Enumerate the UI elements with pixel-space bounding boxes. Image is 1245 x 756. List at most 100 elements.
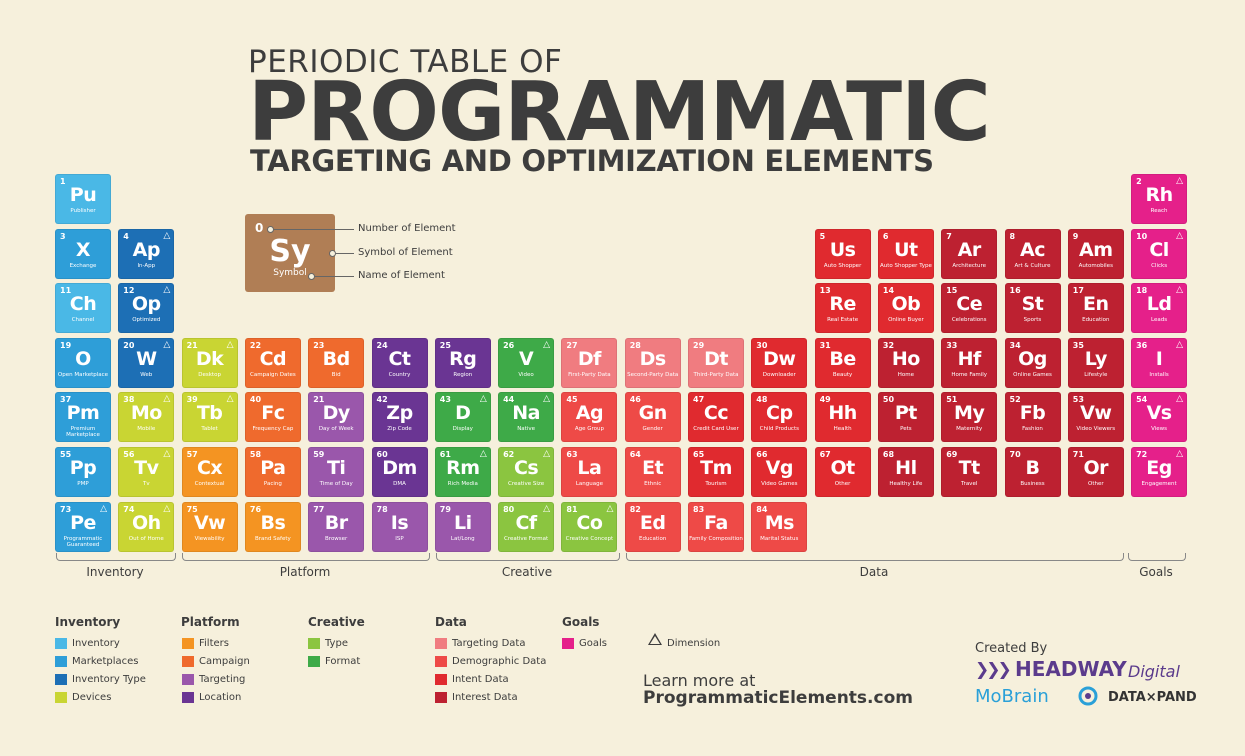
element-symbol: Ap <box>132 238 161 261</box>
brace-platform <box>182 553 430 561</box>
element-symbol: Co <box>576 511 603 534</box>
element-symbol: Dw <box>763 347 796 370</box>
brace-data <box>626 553 1124 561</box>
element-symbol: Ac <box>1020 238 1045 261</box>
element-name: Tourism <box>705 481 727 487</box>
element-number: 77 <box>313 504 325 514</box>
element-number: 8 <box>1009 231 1016 241</box>
element-name: Video Viewers <box>1076 426 1116 433</box>
element-name: Channel <box>71 317 95 324</box>
element-name: Pacing <box>263 481 282 487</box>
legend-swatch <box>182 638 194 649</box>
element-symbol: Cx <box>196 457 223 479</box>
element-tile: 25 Rg Region <box>434 337 491 388</box>
key-pointer-dot <box>267 226 274 233</box>
element-name: Automobiles <box>1078 262 1113 269</box>
element-number: 50 <box>882 395 895 405</box>
element-symbol: Vw <box>1080 402 1112 425</box>
element-tile: 38 Mo Mobile △ <box>118 392 175 443</box>
element-tile: 20 W Web △ <box>118 337 175 388</box>
element-symbol: Vg <box>765 457 794 479</box>
element-number: 21 <box>186 340 198 350</box>
element-symbol: Dt <box>704 347 728 370</box>
element-name: Country <box>388 371 411 378</box>
dimension-icon: △ <box>163 394 171 405</box>
element-tile: 8 Ac Art & Culture <box>1004 228 1061 279</box>
element-number: 6 <box>882 231 889 241</box>
website-link[interactable]: ProgrammaticElements.com <box>643 688 913 708</box>
element-number: 74 <box>123 504 135 514</box>
element-symbol: Br <box>324 511 348 534</box>
element-symbol: Eg <box>1146 457 1172 479</box>
element-symbol: Hf <box>957 347 982 370</box>
legend-swatch <box>435 638 447 649</box>
element-number: 58 <box>249 450 262 459</box>
group-label-platform: Platform <box>279 565 331 579</box>
element-name: Art & Culture <box>1014 262 1051 269</box>
element-name: Contextual <box>194 481 225 487</box>
element-number: 53 <box>1072 395 1084 405</box>
element-symbol: Am <box>1079 238 1113 261</box>
element-tile: 44 Na Native △ <box>498 392 555 443</box>
group-label-inventory: Inventory <box>86 565 144 579</box>
legend-swatch <box>55 656 67 667</box>
element-symbol: Pa <box>260 457 286 479</box>
element-name: First-Party Data <box>568 371 611 378</box>
dimension-icon: △ <box>100 503 107 514</box>
element-number: 79 <box>439 504 451 514</box>
element-tile: 36 I Installs △ <box>1131 337 1188 388</box>
element-tile: 34 Og Online Games <box>1004 337 1061 388</box>
legend-swatch <box>182 656 194 667</box>
element-name: Gender <box>642 426 663 433</box>
element-name: Engagement <box>1141 481 1177 487</box>
key-number: 0 <box>255 221 264 235</box>
element-name: Online Buyer <box>888 317 924 324</box>
element-tile: 1 Pu Publisher <box>55 174 111 224</box>
element-number: 63 <box>566 450 578 459</box>
element-symbol: Rh <box>1145 184 1174 206</box>
element-name: Healthy Life <box>889 481 923 487</box>
element-symbol: Gn <box>638 402 668 425</box>
element-tile: 21 Dy Day of Week <box>308 392 365 443</box>
element-number: 49 <box>819 395 831 405</box>
element-symbol: Us <box>829 238 856 261</box>
element-name: Home <box>897 371 915 378</box>
element-name: Mobile <box>137 426 156 433</box>
element-number: 55 <box>60 450 72 459</box>
element-tile: 71 Or Other <box>1067 447 1124 497</box>
element-number: 14 <box>882 286 895 296</box>
dimension-icon: △ <box>163 285 171 296</box>
dimension-icon: △ <box>226 394 234 405</box>
element-number: 5 <box>819 231 826 241</box>
dimension-icon: △ <box>226 339 234 350</box>
element-symbol: Ot <box>830 457 855 479</box>
dimension-icon: △ <box>479 394 487 405</box>
element-symbol: Li <box>453 511 472 534</box>
headway-digital-logo: Digital <box>1128 662 1180 681</box>
element-number: 65 <box>693 450 705 459</box>
element-symbol: Ct <box>388 347 411 370</box>
element-number: 81 <box>566 504 578 514</box>
legend-swatch <box>308 638 320 649</box>
element-symbol: St <box>1021 293 1044 316</box>
element-symbol: Cl <box>1149 238 1169 261</box>
element-name: Second-Party Data <box>627 371 679 378</box>
element-symbol: Pt <box>894 402 918 425</box>
element-number: 34 <box>1009 340 1021 350</box>
element-number: 23 <box>313 340 325 350</box>
element-symbol: Re <box>829 293 856 316</box>
key-label-number: Number of Element <box>358 223 456 234</box>
element-tile: 7 Ar Architecture <box>941 228 998 279</box>
element-tile: 30 Dw Downloader <box>751 337 808 388</box>
element-tile: 9 Am Automobiles <box>1067 228 1124 279</box>
element-tile: 69 Tt Travel <box>941 447 998 497</box>
element-symbol: Ar <box>957 238 982 261</box>
element-number: 75 <box>186 504 198 514</box>
element-name: Other <box>1087 481 1104 487</box>
element-tile: 6 Ut Auto Shopper Type <box>877 228 934 279</box>
element-name: Tv <box>142 481 150 487</box>
brace-goals <box>1128 553 1186 561</box>
element-number: 28 <box>629 340 641 350</box>
element-name: Frequency Cap <box>252 426 294 433</box>
element-name: Campaign Dates <box>250 371 296 378</box>
